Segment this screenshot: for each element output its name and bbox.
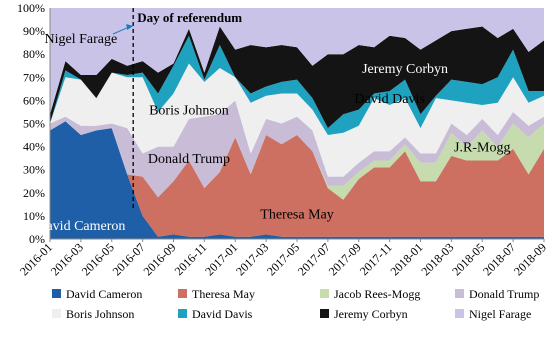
x-tick-label: 2017-07 [295,240,333,278]
y-tick-label: 60% [23,93,45,107]
y-tick-label: 50% [23,117,45,131]
legend-label-jacob-rees-mogg: Jacob Rees-Mogg [334,287,420,301]
legend-swatch-donald-trump [455,289,464,298]
legend-label-jeremy-corbyn: Jeremy Corbyn [334,307,408,321]
x-tick-label: 2016-07 [110,240,148,278]
legend-label-boris-johnson: Boris Johnson [66,307,134,321]
x-tick-label: 2018-01 [387,240,425,278]
legend-label-david-cameron: David Cameron [66,287,142,301]
y-tick-label: 70% [23,70,45,84]
legend: David Cameron Theresa May Jacob Rees-Mogg D… [52,287,539,321]
y-tick-label: 100% [17,1,45,15]
area-label-jeremy-corbyn: Jeremy Corbyn [362,62,448,77]
area-label-donald-trump: Donald Trump [148,152,230,167]
y-tick-label: 40% [23,140,45,154]
legend-swatch-theresa-may [178,289,187,298]
y-tick-label: 0% [29,232,45,246]
area-label-nigel-farage: Nigel Farage [45,32,118,47]
legend-label-theresa-may: Theresa May [192,287,255,301]
x-tick-label: 2016-09 [140,240,178,278]
area-label-david-davis: David Davis [354,92,424,107]
y-tick-label: 90% [23,24,45,38]
y-axis: 0% 10% 20% 30% 40% 50% 60% 70% 80% 90% 100% [17,1,45,246]
x-tick-label: 2018-09 [511,240,547,278]
area-label-boris-johnson: Boris Johnson [149,104,229,119]
x-tick-label: 2018-05 [449,240,487,278]
legend-swatch-david-davis [178,309,187,318]
legend-swatch-jeremy-corbyn [320,309,329,318]
x-tick-label: 2016-05 [79,240,117,278]
legend-swatch-boris-johnson [52,309,61,318]
area-nigel-farage [50,8,544,115]
area-label-david-cameron: David Cameron [36,219,125,234]
x-tick-label: 2017-11 [357,240,395,278]
area-david-cameron [50,121,544,239]
legend-label-donald-trump: Donald Trump [469,287,539,301]
legend-swatch-nigel-farage [455,309,464,318]
referendum-label: Day of referendum [137,10,242,25]
x-tick-label: 2017-01 [202,240,240,278]
area-jacob-rees-mogg [50,121,544,200]
referendum-marker: Day of referendum [112,8,242,209]
x-tick-label: 2016-11 [172,240,210,278]
legend-swatch-david-cameron [52,289,61,298]
y-tick-label: 30% [23,163,45,177]
x-tick-label: 2017-05 [264,240,302,278]
x-tick-label: 2017-09 [326,240,364,278]
area-series-group [50,8,544,239]
area-boris-johnson [50,63,544,177]
x-tick-label: 2017-03 [233,240,271,278]
legend-label-nigel-farage: Nigel Farage [469,307,531,321]
y-tick-label: 20% [23,186,45,200]
legend-label-david-davis: David Davis [192,307,253,321]
legend-swatch-jacob-rees-mogg [320,289,329,298]
area-label-theresa-may: Theresa May [260,208,333,223]
area-label-j-r-mogg: J.R-Mogg [454,141,510,156]
area-donald-trump [50,100,544,198]
x-tick-label: 2016-03 [48,240,86,278]
area-theresa-may [50,121,544,237]
area-jeremy-corbyn [50,26,544,129]
x-tick-label: 2018-07 [480,240,518,278]
y-tick-label: 10% [23,209,45,223]
area-david-davis [50,35,544,136]
referendum-arrow [112,26,130,35]
x-axis: 2016-012016-032016-052016-072016-092016-… [17,239,547,278]
x-tick-label: 2018-03 [418,240,456,278]
area-labels: Nigel Farage Jeremy Corbyn David Davis Bori… [36,32,510,234]
y-tick-label: 80% [23,47,45,61]
referendum-arrow-head [126,24,134,30]
